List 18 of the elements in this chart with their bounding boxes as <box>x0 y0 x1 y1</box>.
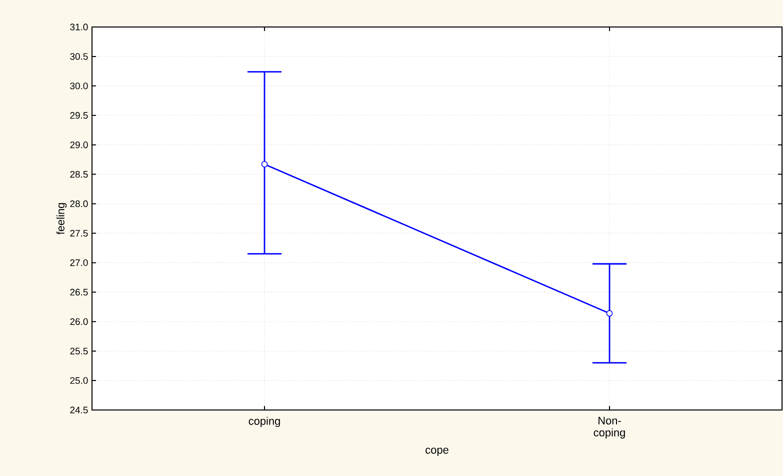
y-tick-label: 30.5 <box>70 53 88 60</box>
y-tick-label: 29.5 <box>70 112 88 119</box>
y-tick-label: 26.0 <box>70 318 88 325</box>
y-tick-label: 24.5 <box>70 406 88 414</box>
x-axis-title: cope <box>426 448 448 456</box>
y-tick-label: 25.0 <box>70 377 88 384</box>
y-axis-title: feeling <box>56 203 67 234</box>
x-tick-label: Non-coping <box>594 416 625 439</box>
y-tick-label: 28.5 <box>70 170 88 178</box>
y-tick-label: 31.0 <box>70 24 88 30</box>
y-tick-label: 29.0 <box>70 141 88 148</box>
y-tick-label: 30.0 <box>70 82 88 90</box>
y-tick-label: 25.5 <box>70 348 88 354</box>
y-tick-label: 26.5 <box>70 288 88 296</box>
y-tick-label: 27.0 <box>70 259 88 266</box>
x-tick-label: coping <box>248 416 280 428</box>
y-tick-label: 27.5 <box>70 230 88 237</box>
y-tick-label: 28.0 <box>70 200 88 208</box>
